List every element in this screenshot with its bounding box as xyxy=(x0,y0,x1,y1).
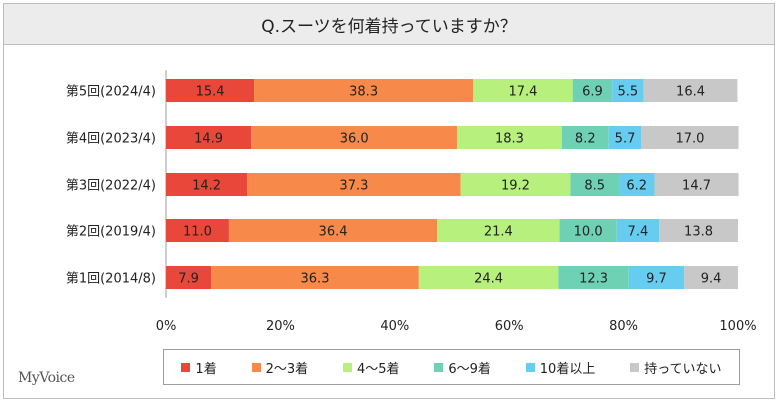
data-label: 17.4 xyxy=(508,85,537,100)
x-tick-label: 100% xyxy=(719,319,756,334)
legend-label: 4〜5着 xyxy=(356,361,400,377)
data-label: 36.0 xyxy=(340,132,369,147)
chart-legend: 1着 2〜3着 4〜5着 6〜9着 10着以上 持っていない xyxy=(163,349,740,385)
bar-segment xyxy=(628,266,685,289)
bar-chart: 第5回(2024/4) 15.4 38.3 17.4 6.9 5.5 16.4 第4回(202… xyxy=(66,70,757,334)
bar-segment xyxy=(457,126,562,149)
bar-segment xyxy=(659,219,738,242)
data-label: 11.0 xyxy=(183,225,212,240)
bar-segment xyxy=(460,173,571,196)
data-label: 38.3 xyxy=(349,85,378,100)
bar-segment xyxy=(473,79,573,102)
data-label: 8.5 xyxy=(584,179,605,194)
bar-segment xyxy=(572,79,613,102)
legend-label: 10着以上 xyxy=(539,361,596,377)
bar-segment xyxy=(643,79,738,102)
data-label: 10.0 xyxy=(574,225,603,240)
legend-label: 6〜9着 xyxy=(448,361,491,377)
data-label: 5.5 xyxy=(618,85,639,100)
x-tick-label: 40% xyxy=(380,319,409,334)
data-label: 9.7 xyxy=(646,272,667,287)
data-label: 24.4 xyxy=(474,272,503,287)
data-label: 13.8 xyxy=(684,225,713,240)
bar-segment xyxy=(641,126,739,149)
legend-item: 2〜3着 xyxy=(251,358,309,377)
data-label: 9.4 xyxy=(701,272,722,287)
data-label: 36.4 xyxy=(319,225,348,240)
data-label: 8.2 xyxy=(575,132,596,147)
data-label: 6.9 xyxy=(582,85,603,100)
category-label: 第5回(2024/4) xyxy=(66,85,156,100)
data-label: 21.4 xyxy=(484,225,513,240)
legend-label: 持っていない xyxy=(644,361,722,377)
bar-segment xyxy=(612,79,644,102)
data-label: 7.4 xyxy=(628,225,649,240)
category-label: 第3回(2022/4) xyxy=(66,179,156,194)
data-label: 5.7 xyxy=(615,132,636,147)
data-label: 37.3 xyxy=(339,179,368,194)
data-label: 36.3 xyxy=(301,272,330,287)
bar-segment xyxy=(684,266,738,289)
legend-item: 10着以上 xyxy=(525,358,596,377)
legend-label: 2〜3着 xyxy=(265,361,309,377)
data-label: 14.2 xyxy=(192,179,221,194)
bar-segment xyxy=(211,266,419,289)
legend-swatch xyxy=(251,362,261,372)
bar-segment xyxy=(654,173,739,196)
x-tick-label: 20% xyxy=(266,319,295,334)
x-tick-label: 80% xyxy=(609,319,638,334)
legend-item: 持っていない xyxy=(630,358,722,377)
data-label: 18.3 xyxy=(495,132,524,147)
data-label: 6.2 xyxy=(626,179,647,194)
category-label: 第4回(2023/4) xyxy=(66,132,156,147)
chart-frame xyxy=(3,3,775,399)
chart-title: Q.スーツを何着持っていますか？ xyxy=(3,3,775,45)
bar-segment xyxy=(616,219,660,242)
data-label: 12.3 xyxy=(579,272,608,287)
bar-segment xyxy=(166,219,229,242)
bar-segment xyxy=(559,219,617,242)
data-label: 14.9 xyxy=(194,132,223,147)
bar-segment xyxy=(619,173,655,196)
bar-segment xyxy=(251,126,458,149)
legend-swatch xyxy=(434,362,444,372)
legend-item: 4〜5着 xyxy=(342,358,400,377)
data-label: 14.7 xyxy=(682,179,711,194)
bar-segment xyxy=(437,219,560,242)
bar-segment xyxy=(228,219,438,242)
data-label: 16.4 xyxy=(676,85,705,100)
legend-swatch xyxy=(181,362,191,372)
legend-swatch xyxy=(630,362,640,372)
bar-segment xyxy=(166,126,252,149)
myvoice-logo: MyVoice xyxy=(18,370,75,386)
bar-segment xyxy=(418,266,559,289)
legend-item: 1着 xyxy=(181,358,217,377)
bar-segment xyxy=(608,126,642,149)
bar-segment xyxy=(247,173,461,196)
bar-segment xyxy=(558,266,629,289)
legend-swatch xyxy=(525,362,535,372)
data-label: 17.0 xyxy=(675,132,704,147)
bar-segment xyxy=(570,173,620,196)
x-tick-label: 60% xyxy=(495,319,524,334)
category-label: 第1回(2014/8) xyxy=(66,272,156,287)
legend-swatch xyxy=(342,362,352,372)
legend-label: 1着 xyxy=(195,361,217,377)
category-label: 第2回(2019/4) xyxy=(66,225,156,240)
x-tick-label: 0% xyxy=(156,319,177,334)
data-label: 15.4 xyxy=(196,85,225,100)
data-label: 19.2 xyxy=(501,179,530,194)
bar-segment xyxy=(166,79,255,102)
bar-segment xyxy=(166,173,248,196)
bar-segment xyxy=(254,79,474,102)
data-label: 7.9 xyxy=(178,272,199,287)
legend-item: 6〜9着 xyxy=(434,358,491,377)
bar-segment xyxy=(561,126,609,149)
bar-segment xyxy=(166,266,212,289)
